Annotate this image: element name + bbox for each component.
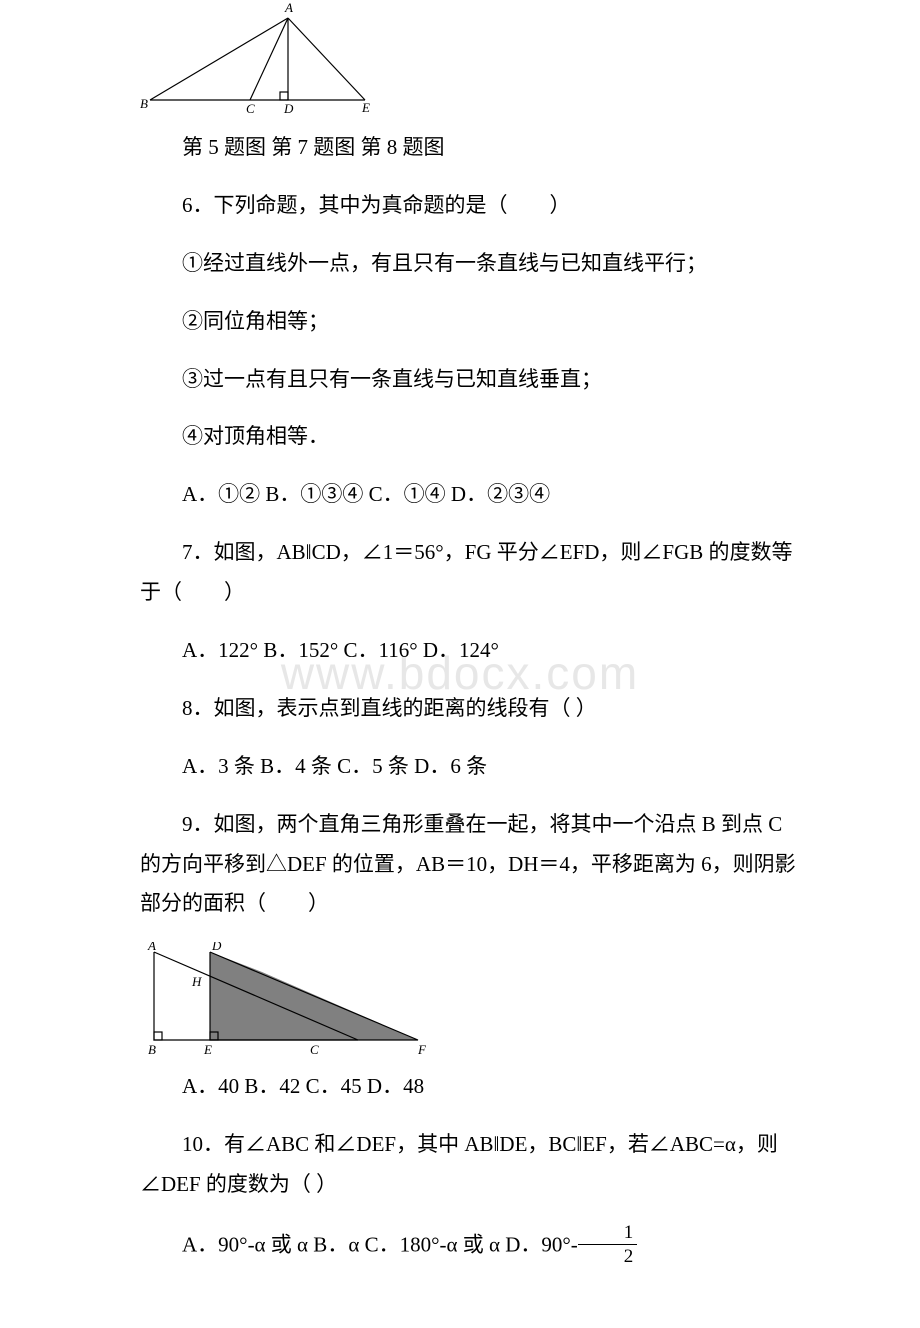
translated-triangles-svg: A D H B E C F <box>140 942 430 1057</box>
q10-stem: 10．有∠ABC 和∠DEF，其中 AB‖DE，BC‖EF，若∠ABC=α，则∠… <box>140 1125 800 1205</box>
q6-opt3: ③过一点有且只有一条直线与已知直线垂直； <box>140 360 800 400</box>
fig1-label-D: D <box>283 101 294 116</box>
fig1-label-C: C <box>246 101 255 116</box>
q6-stem: 6．下列命题，其中为真命题的是（ ） <box>140 186 800 226</box>
q6-opt4: ④对顶角相等． <box>140 417 800 457</box>
q6-choices: A．①② B．①③④ C．①④ D．②③④ <box>140 475 800 515</box>
fig1-label-B: B <box>140 96 148 111</box>
fig1-label-E: E <box>361 100 370 115</box>
fig2-label-H: H <box>191 974 202 989</box>
q7-stem: 7．如图，AB‖CD，∠1＝56°，FG 平分∠EFD，则∠FGB 的度数等于（… <box>140 533 800 613</box>
triangle-figure-svg: A B C D E <box>140 0 375 118</box>
fraction-numerator: 1 <box>578 1223 638 1245</box>
q6-opt2: ②同位角相等； <box>140 302 800 342</box>
fig2-label-B: B <box>148 1042 156 1057</box>
fig2-label-A: A <box>147 942 156 953</box>
q10-choices: A．90°-α 或 α B．α C．180°-α 或 α D．90°-12 <box>140 1223 800 1270</box>
q7-choices: A．122° B．152° C．116° D．124° <box>140 631 800 671</box>
fraction-one-half: 12 <box>578 1223 638 1266</box>
fig1-label-A: A <box>284 0 293 15</box>
fig2-label-C: C <box>310 1042 319 1057</box>
q9-stem: 9．如图，两个直角三角形重叠在一起，将其中一个沿点 B 到点 C 的方向平移到△… <box>140 805 800 925</box>
fraction-denominator: 2 <box>578 1245 638 1266</box>
fig2-label-D: D <box>211 942 222 953</box>
figure-q9: A D H B E C F <box>140 942 800 1057</box>
document-content: A B C D E 第 5 题图 第 7 题图 第 8 题图 6．下列命题，其中… <box>140 0 800 1270</box>
figure-q5: A B C D E <box>140 0 800 118</box>
q10-choice-prefix: A．90°-α 或 α B．α C．180°-α 或 α D．90°- <box>182 1232 578 1256</box>
q8-choices: A．3 条 B．4 条 C．5 条 D．6 条 <box>140 747 800 787</box>
fig2-label-F: F <box>417 1042 427 1057</box>
q8-stem: 8．如图，表示点到直线的距离的线段有（ ） <box>140 689 800 729</box>
fig2-label-E: E <box>203 1042 212 1057</box>
q6-opt1: ①经过直线外一点，有且只有一条直线与已知直线平行； <box>140 244 800 284</box>
figure-caption-1: 第 5 题图 第 7 题图 第 8 题图 <box>140 128 800 168</box>
q9-choices: A．40 B．42 C．45 D．48 <box>140 1067 800 1107</box>
